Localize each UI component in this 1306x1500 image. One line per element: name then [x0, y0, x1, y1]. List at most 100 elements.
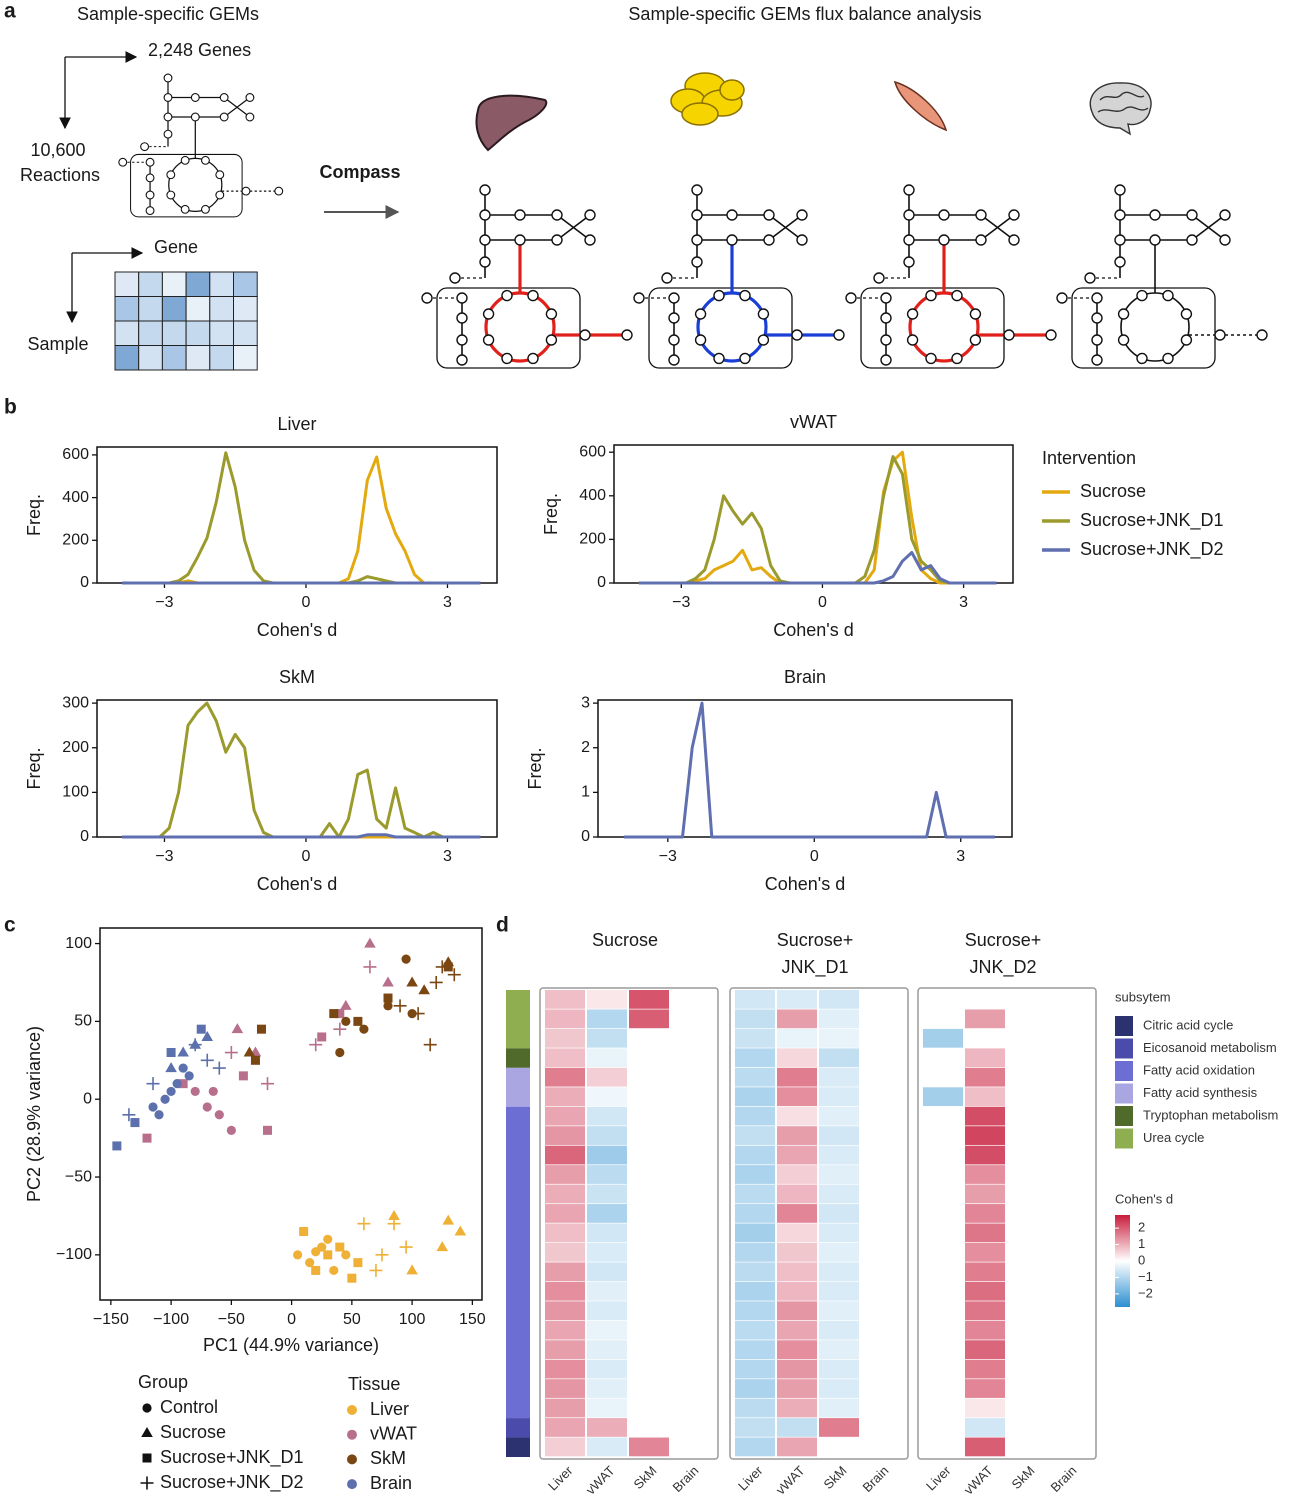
heatmap-cell [965, 1359, 1005, 1379]
x-tick-label: 0 [302, 594, 311, 611]
colorbar-tick-label: −1 [1138, 1269, 1153, 1284]
heatmap-cell [965, 1009, 1005, 1029]
panel-frame [539, 987, 719, 1460]
node [845, 292, 857, 304]
node [691, 184, 703, 196]
heatmap-cell [819, 1184, 859, 1204]
pathway-network [845, 184, 1057, 369]
marker [142, 1133, 152, 1143]
node [880, 334, 892, 346]
heatmap-cell [777, 1165, 817, 1184]
liver-icon [475, 94, 548, 152]
heatmap-cell [735, 1301, 775, 1321]
marker [340, 999, 352, 1010]
node [1256, 329, 1268, 341]
node [791, 329, 803, 341]
x-axis-label: Cohen's d [257, 874, 338, 894]
heatmap-cell [819, 1398, 859, 1418]
y-axis-label: Freq. [525, 747, 545, 789]
y-tick-label: 0 [80, 828, 89, 845]
x-tick-label: 3 [443, 848, 452, 865]
axes-frame [613, 444, 1014, 584]
node [951, 289, 963, 302]
heatmap-cell [735, 1204, 775, 1223]
marker [112, 1141, 122, 1151]
node [215, 170, 225, 180]
x-tick-label: 0 [287, 1311, 296, 1328]
heatmap-cell [777, 1340, 817, 1360]
series-line [122, 701, 481, 839]
y-axis-label: PC2 (28.9% variance) [24, 1026, 44, 1202]
heatmap-cell [735, 1281, 775, 1301]
node [661, 272, 673, 284]
node [938, 234, 950, 246]
heatmap-cell [587, 1145, 627, 1165]
heatmap-cell [777, 1262, 817, 1282]
heatmap-cell [587, 1437, 627, 1457]
marker [341, 1016, 351, 1026]
marker [178, 1079, 188, 1089]
node [668, 354, 680, 366]
node [796, 234, 808, 246]
node [691, 256, 703, 268]
heatmap-cell [587, 1087, 627, 1107]
node [1091, 334, 1103, 346]
heatmap-cell [545, 990, 585, 1009]
pathway-network [118, 73, 284, 218]
marker [178, 1063, 188, 1073]
x-tick-label: −3 [672, 594, 690, 611]
marker [387, 1217, 401, 1231]
node [1003, 329, 1015, 341]
edge [639, 277, 697, 299]
heatmap-cell [587, 1379, 627, 1398]
node [201, 204, 210, 214]
heatmap-cell [587, 1126, 627, 1145]
cycle [696, 291, 768, 363]
marker [429, 975, 443, 989]
heatmap-cell [819, 1359, 859, 1379]
legend-label: Eicosanoid metabolism [1143, 1040, 1277, 1055]
node [145, 157, 155, 167]
node [479, 184, 491, 196]
node [1117, 334, 1130, 346]
marker [177, 1046, 189, 1057]
series-line [638, 450, 997, 585]
heatmap-cell [735, 1262, 775, 1282]
heatmap-cell [965, 1048, 1005, 1068]
legend-label: Fatty acid oxidation [1143, 1062, 1255, 1077]
chart-title: vWAT [790, 412, 837, 432]
x-tick-label: −50 [218, 1311, 245, 1328]
legend-marker [347, 1454, 357, 1465]
node [1162, 352, 1174, 365]
heatmap-cell [735, 1067, 775, 1087]
heatmap-cell [545, 1126, 585, 1145]
series-line [623, 701, 995, 839]
heatmap-cell [819, 1126, 859, 1145]
series-line [122, 451, 481, 585]
node [668, 334, 680, 346]
heatmap-cell [819, 1048, 859, 1068]
colorbar-tick-label: −2 [1138, 1285, 1153, 1300]
marker [160, 1094, 170, 1104]
node [180, 204, 190, 214]
marker [383, 1001, 393, 1011]
grid-cell [138, 345, 163, 371]
column-label: SkM [821, 1463, 850, 1492]
marker [335, 1047, 345, 1058]
node [166, 190, 176, 200]
node [215, 190, 225, 200]
marker [447, 968, 461, 982]
heatmap-cell [735, 1320, 775, 1340]
x-tick-label: 50 [343, 1311, 361, 1328]
x-tick-label: −3 [659, 848, 677, 865]
node [621, 329, 633, 341]
series-line [122, 455, 481, 585]
heatmap-cell [587, 1301, 627, 1321]
node [545, 308, 558, 320]
heatmap-cell [735, 1009, 775, 1029]
heatmap-cell [629, 1009, 669, 1029]
marker [238, 1071, 248, 1081]
grid-cell [233, 320, 258, 346]
marker [166, 1048, 176, 1058]
legend-swatch [1115, 1106, 1133, 1126]
